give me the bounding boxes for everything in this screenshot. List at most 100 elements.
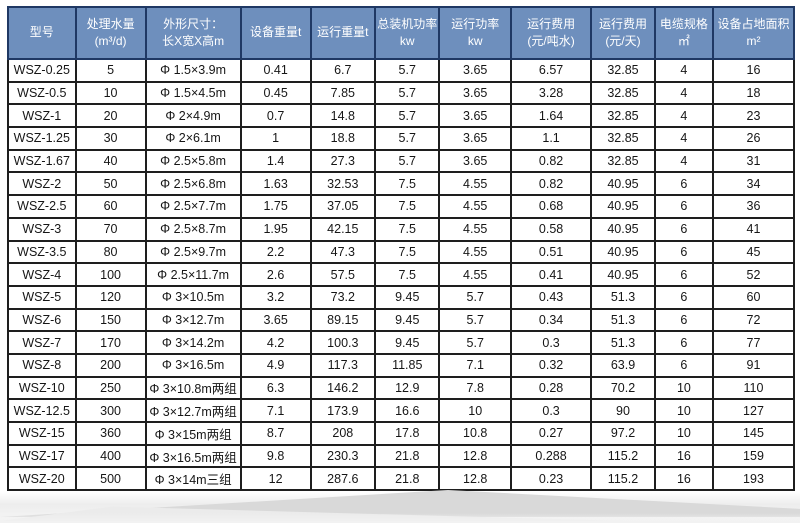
column-header-line: (m³/d) bbox=[94, 34, 127, 48]
cell-operating-power: 3.65 bbox=[438, 58, 512, 83]
cell-footprint: 72 bbox=[711, 307, 796, 333]
cell-dimensions: Φ 2×6.1m bbox=[144, 126, 242, 151]
cell-cost-per-ton: 0.3 bbox=[509, 330, 593, 355]
cell-cost-per-day: 115.2 bbox=[590, 443, 656, 469]
cell-footprint: 31 bbox=[711, 148, 796, 174]
cell-operating-power: 4.55 bbox=[438, 194, 512, 219]
cell-operating-power: 5.7 bbox=[438, 307, 512, 333]
cell-dimensions: Φ 1.5×4.5m bbox=[144, 80, 242, 106]
cell-installed-power: 7.5 bbox=[374, 262, 441, 287]
cell-operating-weight: 230.3 bbox=[309, 443, 377, 469]
cell-installed-power: 16.6 bbox=[374, 398, 441, 423]
cell-equipment-weight: 7.1 bbox=[239, 398, 312, 423]
column-header-dimensions: 外形尺寸： 长X宽X高m bbox=[144, 6, 242, 60]
table-row: WSZ-1 20 Φ 2×4.9m 0.7 14.8 5.7 3.65 1.64 32.85 4 2… bbox=[7, 103, 796, 129]
cell-dimensions: Φ 3×10.8m两组 bbox=[144, 375, 242, 401]
cell-model: WSZ-17 bbox=[7, 443, 77, 469]
cell-installed-power: 5.7 bbox=[374, 58, 441, 83]
cell-capacity: 40 bbox=[74, 148, 147, 174]
cell-cost-per-ton: 1.64 bbox=[509, 103, 593, 129]
cell-cost-per-day: 40.95 bbox=[590, 262, 656, 287]
cell-operating-power: 10 bbox=[438, 398, 512, 423]
cell-cost-per-ton: 6.57 bbox=[509, 58, 593, 83]
cell-cable-spec: 16 bbox=[653, 443, 714, 469]
cell-installed-power: 5.7 bbox=[374, 103, 441, 129]
cell-cable-spec: 4 bbox=[653, 126, 714, 151]
table-row: WSZ-1.25 30 Φ 2×6.1m 1 18.8 5.7 3.65 1.1 32.85 4 2… bbox=[7, 126, 796, 151]
column-header-line: 长X宽X高m bbox=[162, 34, 225, 48]
column-header-line: (元/吨水) bbox=[527, 34, 575, 48]
cell-equipment-weight: 12 bbox=[239, 466, 312, 492]
cell-cable-spec: 4 bbox=[653, 148, 714, 174]
cell-capacity: 30 bbox=[74, 126, 147, 151]
cell-operating-weight: 47.3 bbox=[309, 239, 377, 265]
cell-cost-per-day: 32.85 bbox=[590, 103, 656, 129]
cell-capacity: 500 bbox=[74, 466, 147, 492]
column-header-line: 外形尺寸： bbox=[163, 16, 224, 31]
column-header-footprint: 设备占地面积 m² bbox=[711, 6, 796, 60]
table-row: WSZ-2.5 60 Φ 2.5×7.7m 1.75 37.05 7.5 4.55 0.68 4… bbox=[7, 194, 796, 219]
cell-equipment-weight: 0.7 bbox=[239, 103, 312, 129]
cell-cost-per-ton: 0.288 bbox=[509, 443, 593, 469]
cell-cable-spec: 4 bbox=[653, 58, 714, 83]
column-header-cost-per-ton: 运行费用 (元/吨水) bbox=[509, 6, 593, 60]
cell-operating-weight: 14.8 bbox=[309, 103, 377, 129]
cell-operating-power: 4.55 bbox=[438, 171, 512, 197]
table-row: WSZ-20 500 Φ 3×14m三组 12 287.6 21.8 12.8 0.23 115… bbox=[7, 466, 796, 492]
cell-installed-power: 5.7 bbox=[374, 148, 441, 174]
column-header-equipment-weight: 设备重量t bbox=[239, 6, 312, 60]
cell-equipment-weight: 8.7 bbox=[239, 421, 312, 446]
cell-equipment-weight: 1.75 bbox=[239, 194, 312, 219]
cell-model: WSZ-1 bbox=[7, 103, 77, 129]
cell-cost-per-ton: 0.32 bbox=[509, 352, 593, 378]
column-header-line: (元/天) bbox=[605, 34, 641, 48]
cell-model: WSZ-1.67 bbox=[7, 148, 77, 174]
table-header-row: 型号 处理水量 (m³/d) 外形尺寸： 长X宽X高m 设备重量t 运行重量t 总装机功率 kw… bbox=[7, 6, 796, 60]
cell-dimensions: Φ 3×12.7m两组 bbox=[144, 398, 242, 423]
cell-equipment-weight: 3.65 bbox=[239, 307, 312, 333]
cell-cost-per-ton: 0.3 bbox=[509, 398, 593, 423]
cell-footprint: 193 bbox=[711, 466, 796, 492]
cell-cable-spec: 6 bbox=[653, 216, 714, 242]
cell-operating-weight: 287.6 bbox=[309, 466, 377, 492]
cell-installed-power: 7.5 bbox=[374, 194, 441, 219]
spec-table: 型号 处理水量 (m³/d) 外形尺寸： 长X宽X高m 设备重量t 运行重量t 总装机功率 kw… bbox=[7, 6, 796, 492]
table-row: WSZ-5 120 Φ 3×10.5m 3.2 73.2 9.45 5.7 0.43 51.3 6… bbox=[7, 284, 796, 310]
column-header-line: 总装机功率 bbox=[377, 16, 438, 31]
cell-capacity: 50 bbox=[74, 171, 147, 197]
cell-cost-per-ton: 0.68 bbox=[509, 194, 593, 219]
cell-model: WSZ-8 bbox=[7, 352, 77, 378]
cell-capacity: 150 bbox=[74, 307, 147, 333]
table-row: WSZ-2 50 Φ 2.5×6.8m 1.63 32.53 7.5 4.55 0.82 40.… bbox=[7, 171, 796, 197]
cell-dimensions: Φ 3×14m三组 bbox=[144, 466, 242, 492]
cell-footprint: 145 bbox=[711, 421, 796, 446]
column-header-line: 运行功率 bbox=[451, 16, 500, 31]
cell-model: WSZ-4 bbox=[7, 262, 77, 287]
column-header-line: 处理水量 bbox=[86, 16, 135, 31]
cell-equipment-weight: 6.3 bbox=[239, 375, 312, 401]
cell-operating-power: 3.65 bbox=[438, 148, 512, 174]
cell-dimensions: Φ 3×10.5m bbox=[144, 284, 242, 310]
cell-cost-per-ton: 0.43 bbox=[509, 284, 593, 310]
cell-cost-per-day: 32.85 bbox=[590, 126, 656, 151]
column-header-model: 型号 bbox=[7, 6, 77, 60]
cell-cost-per-ton: 0.28 bbox=[509, 375, 593, 401]
cell-operating-power: 10.8 bbox=[438, 421, 512, 446]
cell-equipment-weight: 3.2 bbox=[239, 284, 312, 310]
cell-dimensions: Φ 2×4.9m bbox=[144, 103, 242, 129]
table-row: WSZ-7 170 Φ 3×14.2m 4.2 100.3 9.45 5.7 0.3 51.3 6… bbox=[7, 330, 796, 355]
cell-cable-spec: 4 bbox=[653, 80, 714, 106]
cell-equipment-weight: 2.6 bbox=[239, 262, 312, 287]
column-header-line: ㎡ bbox=[677, 34, 690, 48]
column-header-line: kw bbox=[399, 34, 415, 48]
cell-dimensions: Φ 2.5×8.7m bbox=[144, 216, 242, 242]
table-row: WSZ-15 360 Φ 3×15m两组 8.7 208 17.8 10.8 0.27 97.2… bbox=[7, 421, 796, 446]
cell-cost-per-ton: 3.28 bbox=[509, 80, 593, 106]
cell-equipment-weight: 2.2 bbox=[239, 239, 312, 265]
cell-footprint: 60 bbox=[711, 284, 796, 310]
cell-model: WSZ-0.5 bbox=[7, 80, 77, 106]
column-header-line: m² bbox=[746, 34, 761, 48]
cell-operating-power: 4.55 bbox=[438, 239, 512, 265]
cell-installed-power: 7.5 bbox=[374, 239, 441, 265]
column-header-line: 运行重量t bbox=[317, 25, 369, 40]
